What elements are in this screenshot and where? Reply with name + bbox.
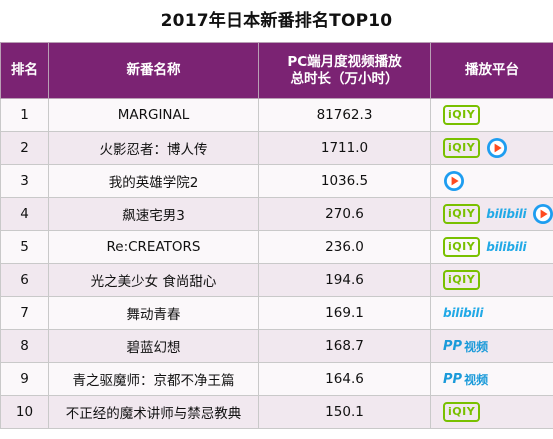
platform-logos: iQIY bbox=[443, 270, 553, 290]
pptv-logo-text: 视频 bbox=[464, 339, 489, 354]
iqiyi-icon: iQIY bbox=[443, 237, 481, 257]
table-row: 2 火影忍者：博人传 1711.0 iQIY bbox=[0, 131, 553, 165]
platform-cell: iQIY bbox=[430, 263, 553, 297]
bilibili-icon: bilibili bbox=[486, 207, 527, 221]
page-title: 2017年日本新番排名TOP10 bbox=[160, 11, 393, 31]
duration-cell: 1711.0 bbox=[258, 131, 431, 165]
ranking-table: 排名 新番名称 PC端月度视频播放 总时长（万小时） 播放平台 1 MARGIN… bbox=[0, 42, 553, 429]
table-header-row: 排名 新番名称 PC端月度视频播放 总时长（万小时） 播放平台 bbox=[0, 42, 553, 99]
header-duration-line1: PC端月度视频播放 bbox=[287, 53, 402, 70]
table-row: 7 舞动青春 169.1 bilibili bbox=[0, 296, 553, 330]
name-cell: 火影忍者：博人传 bbox=[48, 131, 259, 165]
rank-cell: 8 bbox=[0, 329, 49, 363]
duration-cell: 164.6 bbox=[258, 362, 431, 396]
name-cell: Re:CREATORS bbox=[48, 230, 259, 264]
iqiyi-icon: iQIY bbox=[443, 402, 481, 422]
platform-cell: PP 视频 bbox=[430, 329, 553, 363]
tencent-video-icon bbox=[486, 137, 508, 159]
rank-cell: 7 bbox=[0, 296, 49, 330]
rank-cell: 1 bbox=[0, 98, 49, 132]
header-duration: PC端月度视频播放 总时长（万小时） bbox=[258, 42, 431, 99]
table-row: 9 青之驱魔师：京都不净王篇 164.6 PP 视频 bbox=[0, 362, 553, 396]
name-cell: 光之美少女 食尚甜心 bbox=[48, 263, 259, 297]
platform-logos: iQIY bbox=[443, 402, 553, 422]
iqiyi-icon: iQIY bbox=[443, 138, 481, 158]
table-row: 6 光之美少女 食尚甜心 194.6 iQIY bbox=[0, 263, 553, 297]
platform-logos: iQIY bilibili bbox=[443, 203, 553, 225]
header-platform: 播放平台 bbox=[430, 42, 553, 99]
table-row: 3 我的英雄学院2 1036.5 bbox=[0, 164, 553, 198]
table-row: 8 碧蓝幻想 168.7 PP 视频 bbox=[0, 329, 553, 363]
rank-cell: 10 bbox=[0, 395, 49, 429]
duration-cell: 169.1 bbox=[258, 296, 431, 330]
header-name: 新番名称 bbox=[48, 42, 259, 99]
tencent-video-icon bbox=[532, 203, 553, 225]
pptv-icon: PP 视频 bbox=[443, 338, 488, 355]
table-row: 1 MARGINAL 81762.3 iQIY bbox=[0, 98, 553, 132]
iqiyi-icon: iQIY bbox=[443, 270, 481, 290]
rank-cell: 4 bbox=[0, 197, 49, 231]
table-row: 10 不正经的魔术讲师与禁忌教典 150.1 iQIY bbox=[0, 395, 553, 429]
bilibili-icon: bilibili bbox=[443, 306, 484, 320]
pptv-logo-text: 视频 bbox=[464, 372, 489, 387]
tencent-video-icon bbox=[443, 170, 465, 192]
name-cell: 青之驱魔师：京都不净王篇 bbox=[48, 362, 259, 396]
platform-cell: PP 视频 bbox=[430, 362, 553, 396]
platform-cell: iQIY bbox=[430, 131, 553, 165]
name-cell: 我的英雄学院2 bbox=[48, 164, 259, 198]
platform-logos: PP 视频 bbox=[443, 371, 553, 388]
platform-logos: iQIY bbox=[443, 137, 553, 159]
pptv-logo-mark: PP bbox=[443, 338, 463, 354]
rank-cell: 2 bbox=[0, 131, 49, 165]
rank-cell: 9 bbox=[0, 362, 49, 396]
name-cell: 舞动青春 bbox=[48, 296, 259, 330]
platform-cell bbox=[430, 164, 553, 198]
rank-cell: 5 bbox=[0, 230, 49, 264]
duration-cell: 236.0 bbox=[258, 230, 431, 264]
pptv-logo-mark: PP bbox=[443, 371, 463, 387]
name-cell: MARGINAL bbox=[48, 98, 259, 132]
table-row: 5 Re:CREATORS 236.0 iQIY bilibili bbox=[0, 230, 553, 264]
platform-logos: iQIY bilibili bbox=[443, 237, 553, 257]
name-cell: 飙速宅男3 bbox=[48, 197, 259, 231]
platform-logos: PP 视频 bbox=[443, 338, 553, 355]
duration-cell: 81762.3 bbox=[258, 98, 431, 132]
duration-cell: 270.6 bbox=[258, 197, 431, 231]
platform-cell: iQIY bilibili bbox=[430, 197, 553, 231]
iqiyi-icon: iQIY bbox=[443, 105, 481, 125]
platform-cell: iQIY bbox=[430, 98, 553, 132]
header-duration-line2: 总时长（万小时） bbox=[290, 70, 399, 87]
duration-cell: 1036.5 bbox=[258, 164, 431, 198]
platform-logos: iQIY bbox=[443, 105, 553, 125]
platform-cell: iQIY bbox=[430, 395, 553, 429]
platform-logos: bilibili bbox=[443, 306, 553, 320]
platform-cell: iQIY bilibili bbox=[430, 230, 553, 264]
pptv-icon: PP 视频 bbox=[443, 371, 488, 388]
name-cell: 不正经的魔术讲师与禁忌教典 bbox=[48, 395, 259, 429]
name-cell: 碧蓝幻想 bbox=[48, 329, 259, 363]
duration-cell: 194.6 bbox=[258, 263, 431, 297]
duration-cell: 168.7 bbox=[258, 329, 431, 363]
iqiyi-icon: iQIY bbox=[443, 204, 481, 224]
bilibili-icon: bilibili bbox=[486, 240, 527, 254]
table-row: 4 飙速宅男3 270.6 iQIY bilibili bbox=[0, 197, 553, 231]
table-body: 1 MARGINAL 81762.3 iQIY 2 火影忍者：博人传 1711.… bbox=[0, 98, 553, 429]
header-rank: 排名 bbox=[0, 42, 49, 99]
duration-cell: 150.1 bbox=[258, 395, 431, 429]
rank-cell: 3 bbox=[0, 164, 49, 198]
platform-cell: bilibili bbox=[430, 296, 553, 330]
rank-cell: 6 bbox=[0, 263, 49, 297]
platform-logos bbox=[443, 170, 553, 192]
